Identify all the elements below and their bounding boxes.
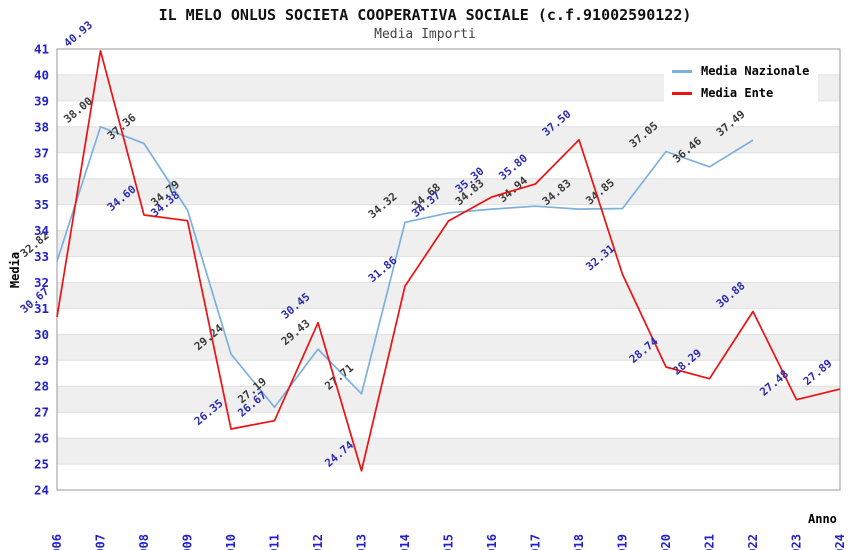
plot-stripe <box>57 386 840 413</box>
x-tick-label: 2009 <box>181 534 195 550</box>
y-tick-label: 32 <box>34 275 49 290</box>
x-tick-label: 2022 <box>746 534 760 550</box>
x-tick-label: 2008 <box>137 534 151 550</box>
media-ente-line <box>56 49 841 472</box>
x-tick-label: 2019 <box>616 534 630 550</box>
chart-subtitle: Media Importi <box>374 27 476 42</box>
x-tick-label: 2023 <box>790 534 804 550</box>
y-tick-label: 40 <box>34 67 49 82</box>
x-tick-label: 2010 <box>224 534 238 550</box>
y-tick-label: 36 <box>34 171 49 186</box>
x-axis-title: Anno <box>808 512 837 526</box>
plot-stripe <box>57 178 840 205</box>
x-tick-label: 2021 <box>703 534 717 550</box>
legend-item-media-nazionale: Media Nazionale <box>672 60 818 82</box>
x-tick-label: 2007 <box>94 534 108 550</box>
x-tick-label: 2016 <box>485 534 499 550</box>
legend-label-media-nazionale: Media Nazionale <box>701 64 810 78</box>
x-tick-label: 2015 <box>442 534 456 550</box>
x-tick-label: 2011 <box>268 534 282 550</box>
x-tick-label: 2013 <box>355 534 369 550</box>
x-tick-label: 2018 <box>572 534 586 550</box>
media-ente-point-label: 27.89 <box>801 357 835 388</box>
y-tick-label: 39 <box>34 93 49 108</box>
y-tick-label: 26 <box>34 431 49 446</box>
y-tick-label: 24 <box>34 483 49 498</box>
media-ente-point-label: 31.86 <box>366 254 400 285</box>
plot-stripe <box>57 230 840 257</box>
y-tick-label: 35 <box>34 197 49 212</box>
y-tick-label: 25 <box>34 457 49 472</box>
y-tick-label: 29 <box>34 353 49 368</box>
legend-label-media-ente: Media Ente <box>701 86 774 100</box>
plot-border <box>56 48 841 491</box>
x-tick-label: 2012 <box>311 534 325 550</box>
y-tick-label: 33 <box>34 249 49 264</box>
y-tick-label: 37 <box>34 145 49 160</box>
plot-stripe <box>57 438 840 465</box>
y-axis-title: Media <box>8 251 22 289</box>
y-tick-label: 27 <box>34 405 49 420</box>
y-tick-label: 28 <box>34 379 49 394</box>
plot-stripe <box>57 282 840 309</box>
y-tick-label: 31 <box>34 301 49 316</box>
y-tick-label: 34 <box>34 223 49 238</box>
x-tick-label: 2014 <box>398 534 412 550</box>
y-tick-label: 38 <box>34 119 49 134</box>
media-nazionale-line <box>56 125 754 409</box>
chart-legend: Media Nazionale Media Ente <box>664 54 818 110</box>
legend-item-media-ente: Media Ente <box>672 82 818 104</box>
x-tick-label: 2006 <box>50 534 64 550</box>
media-ente-point-label: 40.93 <box>61 19 95 50</box>
x-tick-label: 2024 <box>833 534 847 550</box>
x-tick-label: 2017 <box>529 534 543 550</box>
media-ente-line-swatch <box>672 91 692 95</box>
chart-title: IL MELO ONLUS SOCIETA COOPERATIVA SOCIAL… <box>158 6 692 24</box>
x-tick-label: 2020 <box>659 534 673 550</box>
plot-stripe <box>57 334 840 361</box>
y-tick-label: 30 <box>34 327 49 342</box>
plot-stripe <box>57 126 840 153</box>
y-tick-label: 41 <box>34 42 49 57</box>
media-nazionale-line-swatch <box>672 69 692 73</box>
